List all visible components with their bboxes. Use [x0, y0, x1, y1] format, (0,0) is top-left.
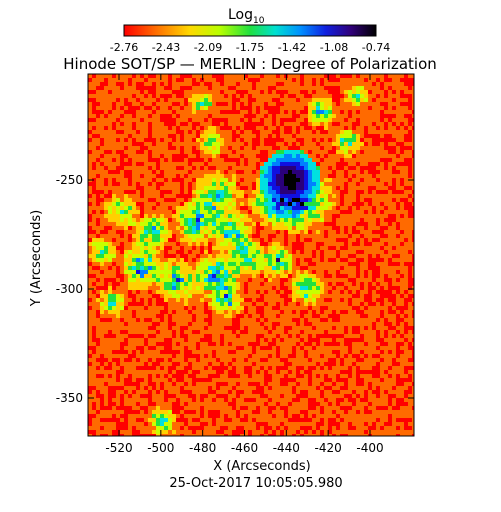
plot-frame [87, 73, 415, 437]
y-tick-label: -350 [56, 391, 83, 405]
x-tick-label: -460 [231, 441, 258, 455]
y-tick-label: -250 [56, 173, 83, 187]
colorbar-tick-label: -1.75 [236, 41, 264, 54]
timestamp: 25-Oct-2017 10:05:05.980 [169, 476, 342, 491]
colorbar-tick-label: -1.42 [278, 41, 306, 54]
x-tick-label: -420 [315, 441, 342, 455]
y-tick-label: -300 [56, 282, 83, 296]
polarization-map [88, 74, 414, 436]
x-tick-label: -480 [189, 441, 216, 455]
x-tick-label: -440 [273, 441, 300, 455]
x-axis-ticks: -520 -500 -480 -460 -440 -420 -400 [105, 74, 384, 455]
colorbar-tick-label: -2.43 [152, 41, 180, 54]
y-axis-label: Y (Arcseconds) [29, 210, 44, 307]
colorbar-label: Log10 [228, 7, 265, 26]
x-tick-label: -500 [147, 441, 174, 455]
x-tick-label: -400 [356, 441, 383, 455]
colorbar-tick-label: -2.09 [194, 41, 222, 54]
figure-title: Hinode SOT/SP — MERLIN : Degree of Polar… [63, 55, 437, 73]
x-axis-label: X (Arcseconds) [213, 459, 310, 474]
colorbar-ticklabels: -2.76 -2.43 -2.09 -1.75 -1.42 -1.08 -0.74 [110, 41, 390, 54]
y-axis-ticks: -250 -300 -350 [56, 173, 414, 405]
x-tick-label: -520 [105, 441, 132, 455]
colorbar-tick-label: -1.08 [320, 41, 348, 54]
colorbar-tick-label: -0.74 [362, 41, 390, 54]
colorbar [123, 24, 377, 37]
colorbar-tick-label: -2.76 [110, 41, 138, 54]
